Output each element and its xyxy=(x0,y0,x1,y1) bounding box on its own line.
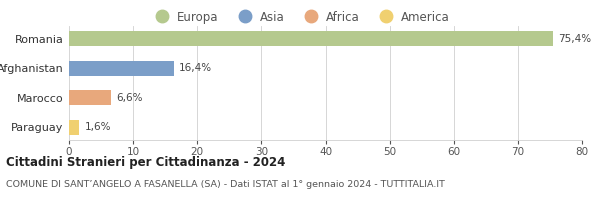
Text: 16,4%: 16,4% xyxy=(179,63,212,73)
Text: 75,4%: 75,4% xyxy=(557,34,591,44)
Legend: Europa, Asia, Africa, America: Europa, Asia, Africa, America xyxy=(145,6,455,28)
Bar xyxy=(69,61,174,76)
Bar xyxy=(69,120,79,135)
Bar xyxy=(69,90,112,105)
Text: 1,6%: 1,6% xyxy=(85,122,111,132)
Text: Cittadini Stranieri per Cittadinanza - 2024: Cittadini Stranieri per Cittadinanza - 2… xyxy=(6,156,286,169)
Text: COMUNE DI SANT’ANGELO A FASANELLA (SA) - Dati ISTAT al 1° gennaio 2024 - TUTTITA: COMUNE DI SANT’ANGELO A FASANELLA (SA) -… xyxy=(6,180,445,189)
Bar xyxy=(69,31,553,46)
Text: 6,6%: 6,6% xyxy=(116,93,143,103)
